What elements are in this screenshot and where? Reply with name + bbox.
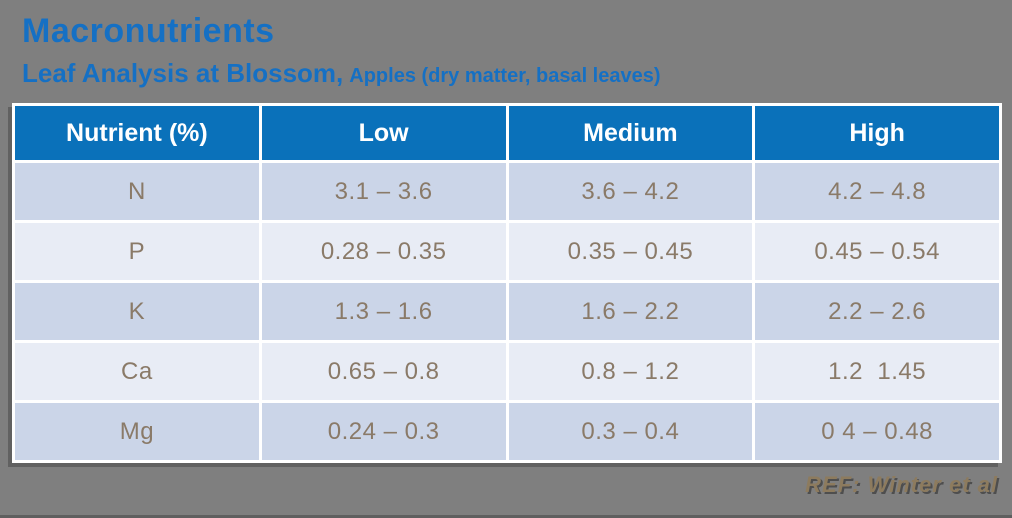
page-title: Macronutrients (22, 12, 275, 50)
subtitle-detail: Apples (dry matter, basal leaves) (349, 65, 661, 87)
nutrient-cell: K (15, 283, 259, 340)
low-cell: 1.3 – 1.6 (261, 283, 506, 340)
nutrient-cell: P (15, 223, 259, 280)
high-cell: 1.2 1.45 (755, 343, 999, 400)
table-row-ca: Ca 0.65 – 0.8 0.8 – 1.2 1.2 1.45 (15, 343, 999, 400)
high-cell: 2.2 – 2.6 (755, 283, 999, 340)
subtitle-main: Leaf Analysis at Blossom, (22, 58, 344, 88)
low-cell: 0.28 – 0.35 (261, 223, 506, 280)
medium-cell: 3.6 – 4.2 (508, 163, 753, 220)
table-row-mg: Mg 0.24 – 0.3 0.3 – 0.4 0 4 – 0.48 (15, 403, 999, 460)
column-header-low: Low (261, 106, 506, 160)
nutrient-cell: N (15, 163, 259, 220)
table-header-row: Nutrient (%) Low Medium High (15, 106, 999, 160)
table-row-n: N 3.1 – 3.6 3.6 – 4.2 4.2 – 4.8 (15, 163, 999, 220)
high-cell: 0 4 – 0.48 (755, 403, 999, 460)
column-header-high: High (755, 106, 999, 160)
low-cell: 0.24 – 0.3 (261, 403, 506, 460)
low-cell: 3.1 – 3.6 (261, 163, 506, 220)
column-header-nutrient: Nutrient (%) (15, 106, 259, 160)
low-cell: 0.65 – 0.8 (261, 343, 506, 400)
page-subtitle: Leaf Analysis at Blossom, Apples (dry mat… (22, 58, 661, 89)
medium-cell: 1.6 – 2.2 (508, 283, 753, 340)
high-cell: 4.2 – 4.8 (755, 163, 999, 220)
medium-cell: 0.8 – 1.2 (508, 343, 753, 400)
medium-cell: 0.3 – 0.4 (508, 403, 753, 460)
column-header-medium: Medium (508, 106, 753, 160)
reference-text: REF: Winter et al (805, 472, 998, 497)
nutrient-cell: Mg (15, 403, 259, 460)
nutrient-table: Nutrient (%) Low Medium High N 3.1 – 3.6… (12, 103, 1002, 463)
medium-cell: 0.35 – 0.45 (508, 223, 753, 280)
slide-bottom-edge (0, 515, 1012, 518)
table-row-p: P 0.28 – 0.35 0.35 – 0.45 0.45 – 0.54 (15, 223, 999, 280)
nutrient-cell: Ca (15, 343, 259, 400)
table-row-k: K 1.3 – 1.6 1.6 – 2.2 2.2 – 2.6 (15, 283, 999, 340)
high-cell: 0.45 – 0.54 (755, 223, 999, 280)
